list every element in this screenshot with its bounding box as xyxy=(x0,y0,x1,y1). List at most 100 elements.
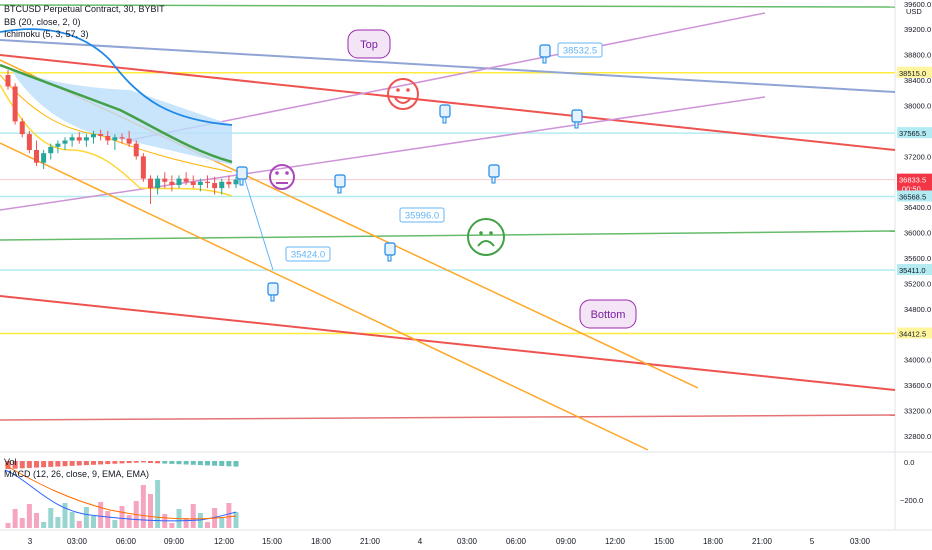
candle-body[interactable] xyxy=(219,181,225,189)
pointer-hand-icon[interactable] xyxy=(539,44,551,58)
candle-body[interactable] xyxy=(41,153,47,163)
candle-body[interactable] xyxy=(162,178,168,182)
macd-histogram-bar xyxy=(169,461,175,464)
price-tag[interactable] xyxy=(897,127,932,139)
trend-line-green-mid[interactable] xyxy=(0,230,896,241)
note-top[interactable] xyxy=(347,29,391,59)
happy-face-mouth xyxy=(394,97,412,104)
price-tick: 35600.0 xyxy=(904,254,931,263)
candle-body[interactable] xyxy=(176,178,182,185)
trend-line-red-lower[interactable] xyxy=(0,295,896,391)
candle-body[interactable] xyxy=(5,75,11,87)
time-tick: 03:00 xyxy=(457,537,478,546)
candle-body[interactable] xyxy=(197,181,203,185)
candle-body[interactable] xyxy=(119,137,125,139)
macd-histogram-bar xyxy=(212,461,218,466)
callout-35424[interactable] xyxy=(285,246,331,262)
happy-face-icon[interactable] xyxy=(387,78,419,110)
candle-body[interactable] xyxy=(12,86,18,122)
candle-body[interactable] xyxy=(212,183,218,189)
candle-body[interactable] xyxy=(69,137,75,141)
candle-body[interactable] xyxy=(26,134,32,150)
candle-body[interactable] xyxy=(183,178,189,182)
macd-histogram-bar xyxy=(83,461,89,466)
candle-body[interactable] xyxy=(34,150,39,163)
volume-bar xyxy=(148,494,153,528)
candle-body[interactable] xyxy=(83,137,89,141)
candle-body[interactable] xyxy=(155,178,161,189)
volume-bar xyxy=(62,503,68,528)
pointer-hand-icon[interactable] xyxy=(236,166,248,180)
volume-bar xyxy=(140,485,146,528)
time-tick: 03:00 xyxy=(67,537,88,546)
candle-body[interactable] xyxy=(19,121,25,135)
candle-body[interactable] xyxy=(91,134,96,138)
candle-body[interactable] xyxy=(133,143,139,157)
price-tag[interactable] xyxy=(897,264,932,276)
candle-body[interactable] xyxy=(140,156,146,179)
trend-line-blue[interactable] xyxy=(0,39,896,93)
candle-body[interactable] xyxy=(205,181,210,184)
price-tag-text: 36833.5 xyxy=(899,176,926,185)
projection-line[interactable] xyxy=(244,179,274,271)
price-tag[interactable] xyxy=(897,173,932,194)
price-tick: 33200.0 xyxy=(904,407,931,416)
callout-35996[interactable] xyxy=(399,207,445,223)
happy-face-icon-eye xyxy=(406,88,410,92)
price-tag-countdown: 00:50 xyxy=(902,185,921,194)
time-tick: 12:00 xyxy=(605,537,626,546)
note-bottom-text: Bottom xyxy=(591,309,626,321)
candle-body[interactable] xyxy=(226,181,232,185)
candle-body[interactable] xyxy=(190,181,196,185)
pointer-hand-icon[interactable] xyxy=(384,242,396,256)
price-tick: 39600.0 xyxy=(904,0,931,9)
price-tag[interactable] xyxy=(897,66,932,78)
note-bottom[interactable] xyxy=(579,299,637,329)
candle-body[interactable] xyxy=(148,178,153,189)
indicator-bb[interactable]: BB (20, close, 2, 0) xyxy=(4,17,81,27)
dizzy-face-icon[interactable] xyxy=(467,218,505,256)
time-tick: 18:00 xyxy=(311,537,332,546)
dizzy-face-mouth xyxy=(477,240,495,247)
candle-body[interactable] xyxy=(55,143,61,147)
trend-line-purple-upper[interactable] xyxy=(129,12,766,141)
note-top-text: Top xyxy=(360,39,378,51)
macd-histogram-bar xyxy=(190,461,196,465)
pointer-hand-icon[interactable] xyxy=(439,104,451,118)
candle-body[interactable] xyxy=(105,136,111,141)
candle-body[interactable] xyxy=(98,134,104,137)
candle-body[interactable] xyxy=(112,137,118,141)
candle-body[interactable] xyxy=(62,140,68,144)
pointer-hand-icon[interactable] xyxy=(488,164,500,178)
pointer-hand-icon[interactable] xyxy=(334,174,346,188)
candle-body[interactable] xyxy=(76,137,82,141)
price-tag[interactable] xyxy=(897,190,932,202)
neutral-face-icon[interactable] xyxy=(269,164,295,190)
candle-body[interactable] xyxy=(126,138,132,144)
trend-line-red-bottom[interactable] xyxy=(0,414,896,421)
indicator-ichimoku[interactable]: Ichimoku (5, 3, 57, 3) xyxy=(4,29,89,39)
candle-body[interactable] xyxy=(233,179,239,185)
trend-line-orange-lower[interactable] xyxy=(0,142,649,451)
macd-histogram-bar xyxy=(91,461,96,465)
candle-body[interactable] xyxy=(48,146,54,154)
pointer-hand-icon[interactable] xyxy=(267,282,279,296)
volume-bar xyxy=(41,522,47,528)
callout-38532[interactable] xyxy=(557,42,603,58)
volume-bar xyxy=(83,507,89,528)
trend-line-green-top[interactable] xyxy=(0,4,896,8)
macd-histogram-bar xyxy=(19,461,25,469)
trend-line-purple-lower[interactable] xyxy=(0,96,766,211)
candle-body[interactable] xyxy=(169,181,175,185)
pointer-hand-icon-finger xyxy=(574,121,579,129)
macd-histogram-bar xyxy=(62,461,68,467)
volume-bar xyxy=(69,512,75,528)
trend-line-red-upper[interactable] xyxy=(0,54,896,151)
annotations: 38532.5 35996.0 35424.0 Top Bottom xyxy=(236,29,637,329)
pointer-hand-icon[interactable] xyxy=(571,109,583,123)
macd-histogram-bar xyxy=(105,461,111,465)
price-tag[interactable] xyxy=(897,327,932,339)
dizzy-face-icon-eye xyxy=(479,231,483,235)
macd-histogram-bar xyxy=(148,461,153,463)
